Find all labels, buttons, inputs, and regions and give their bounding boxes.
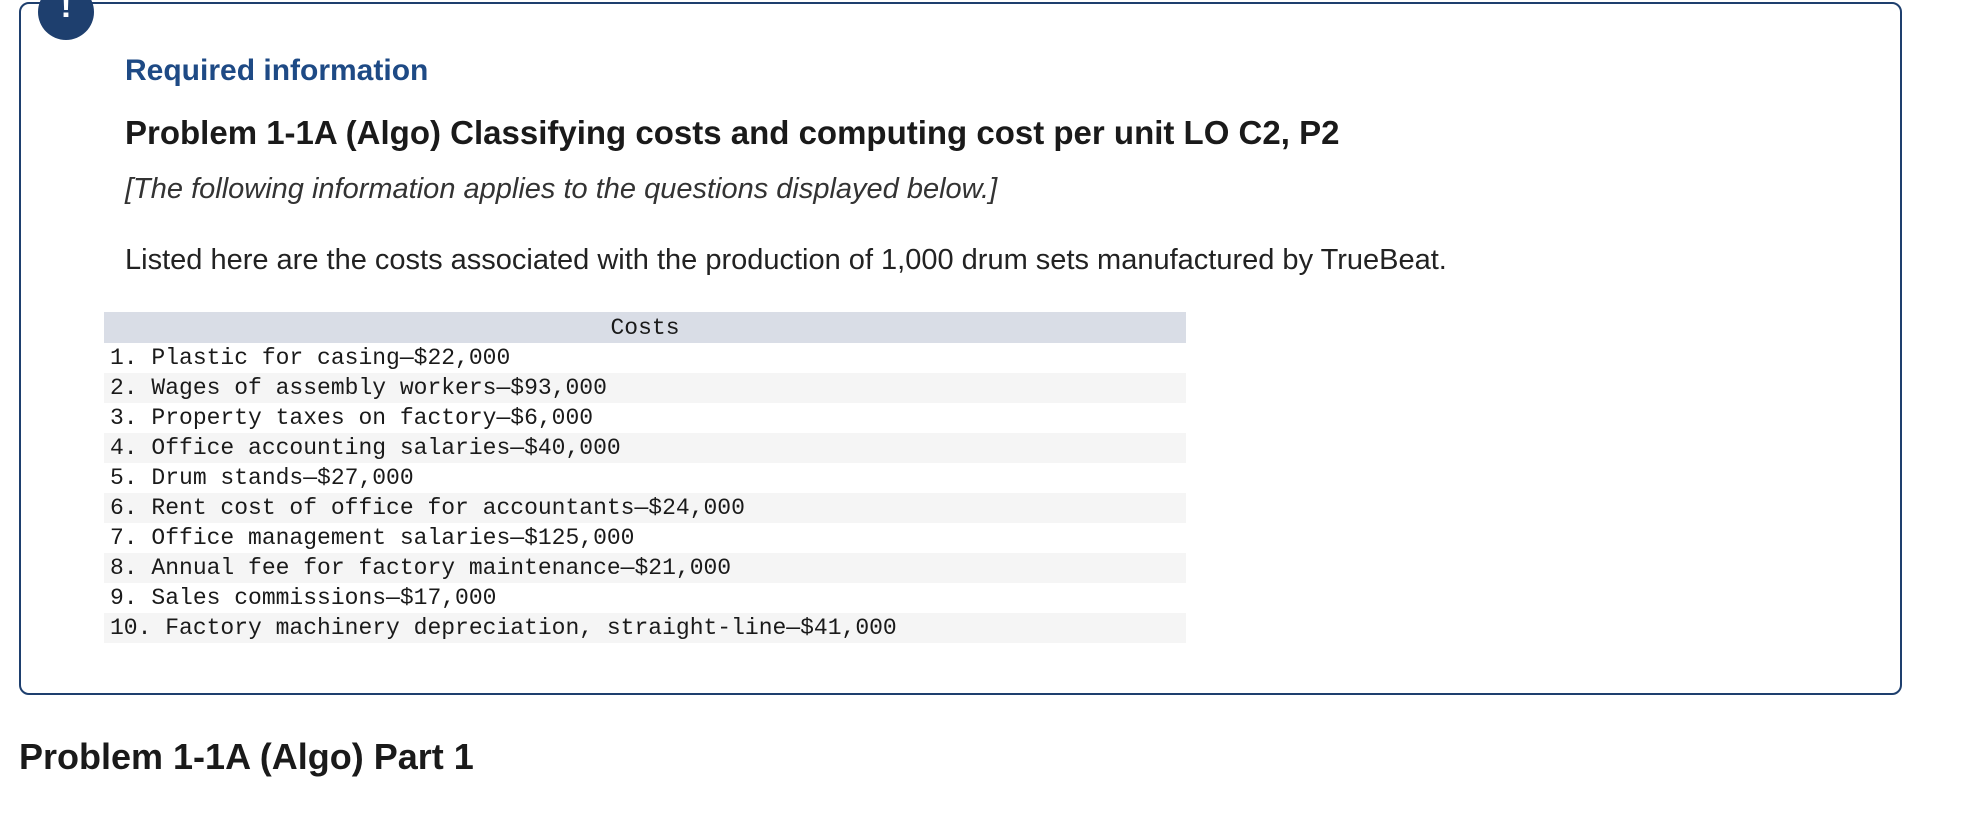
table-row: 6. Rent cost of office for accountants—$… <box>104 493 1186 523</box>
alert-icon: ! <box>38 0 94 40</box>
cost-item: 5. Drum stands—$27,000 <box>104 463 1186 493</box>
table-row: 8. Annual fee for factory maintenance—$2… <box>104 553 1186 583</box>
table-row: 4. Office accounting salaries—$40,000 <box>104 433 1186 463</box>
required-information-heading: Required information <box>125 54 429 87</box>
cost-item: 7. Office management salaries—$125,000 <box>104 523 1186 553</box>
table-row: 5. Drum stands—$27,000 <box>104 463 1186 493</box>
costs-table: Costs 1. Plastic for casing—$22,000 2. W… <box>104 312 1186 643</box>
table-row: 1. Plastic for casing—$22,000 <box>104 343 1186 373</box>
cost-item: 10. Factory machinery depreciation, stra… <box>104 613 1186 643</box>
table-row: 9. Sales commissions—$17,000 <box>104 583 1186 613</box>
problem-title: Problem 1-1A (Algo) Classifying costs an… <box>125 114 1340 151</box>
cost-item: 2. Wages of assembly workers—$93,000 <box>104 373 1186 403</box>
costs-column-header: Costs <box>104 312 1186 343</box>
applies-note: [The following information applies to th… <box>125 173 998 205</box>
table-row: 10. Factory machinery depreciation, stra… <box>104 613 1186 643</box>
table-row: 3. Property taxes on factory—$6,000 <box>104 403 1186 433</box>
costs-table-header-row: Costs <box>104 312 1186 343</box>
part-title: Problem 1-1A (Algo) Part 1 <box>19 736 474 777</box>
table-row: 2. Wages of assembly workers—$93,000 <box>104 373 1186 403</box>
cost-item: 8. Annual fee for factory maintenance—$2… <box>104 553 1186 583</box>
cost-item: 4. Office accounting salaries—$40,000 <box>104 433 1186 463</box>
table-row: 7. Office management salaries—$125,000 <box>104 523 1186 553</box>
cost-item: 9. Sales commissions—$17,000 <box>104 583 1186 613</box>
cost-item: 6. Rent cost of office for accountants—$… <box>104 493 1186 523</box>
problem-intro: Listed here are the costs associated wit… <box>125 244 1447 276</box>
cost-item: 1. Plastic for casing—$22,000 <box>104 343 1186 373</box>
cost-item: 3. Property taxes on factory—$6,000 <box>104 403 1186 433</box>
